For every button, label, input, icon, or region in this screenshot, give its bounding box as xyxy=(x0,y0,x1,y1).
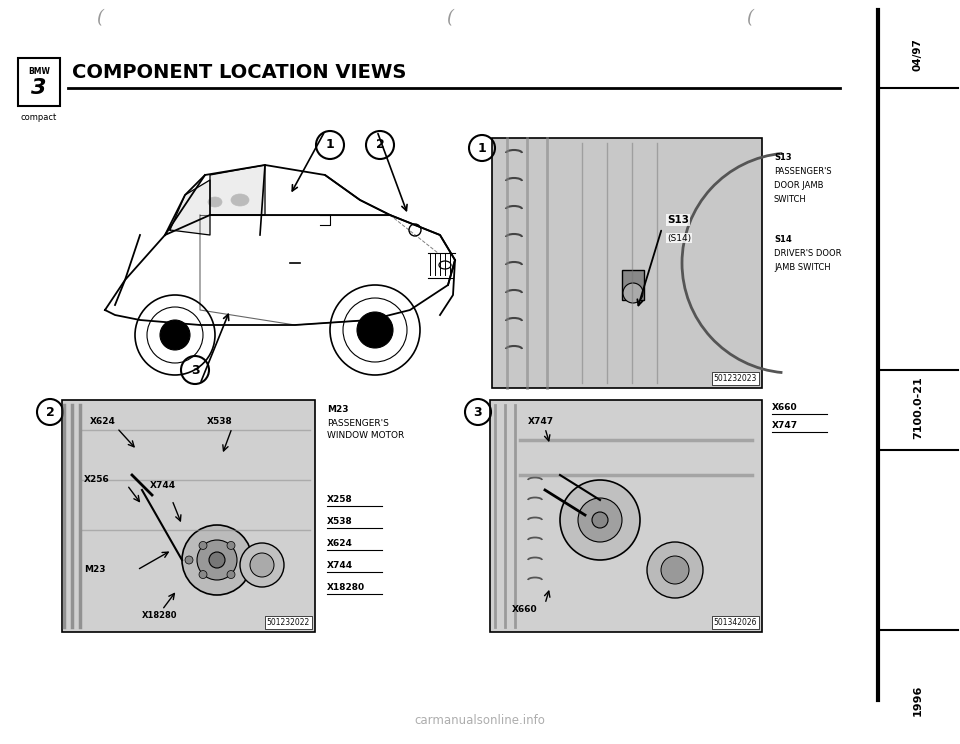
Text: 3: 3 xyxy=(473,405,482,418)
Text: (: ( xyxy=(97,9,104,27)
Circle shape xyxy=(160,320,190,350)
Polygon shape xyxy=(170,180,210,235)
Circle shape xyxy=(357,312,393,348)
Text: 1996: 1996 xyxy=(913,684,923,716)
Text: 04/97: 04/97 xyxy=(913,39,923,71)
Text: PASSENGER'S: PASSENGER'S xyxy=(774,167,831,176)
Circle shape xyxy=(227,542,235,550)
Circle shape xyxy=(661,556,689,584)
Text: SWITCH: SWITCH xyxy=(774,196,806,205)
Text: 3: 3 xyxy=(32,78,47,97)
Circle shape xyxy=(250,553,274,577)
Circle shape xyxy=(227,571,235,579)
Circle shape xyxy=(240,543,284,587)
Text: JAMB SWITCH: JAMB SWITCH xyxy=(774,263,830,272)
Text: S13: S13 xyxy=(774,153,792,162)
Text: compact: compact xyxy=(21,114,58,123)
Text: (: ( xyxy=(747,9,754,27)
Polygon shape xyxy=(210,165,265,215)
Circle shape xyxy=(241,556,249,564)
Circle shape xyxy=(182,525,252,595)
Text: 2: 2 xyxy=(46,405,55,418)
Text: X744: X744 xyxy=(327,562,353,571)
Circle shape xyxy=(578,498,622,542)
Text: X18280: X18280 xyxy=(142,611,178,620)
Text: COMPONENT LOCATION VIEWS: COMPONENT LOCATION VIEWS xyxy=(72,62,406,82)
Text: X538: X538 xyxy=(327,518,352,527)
Text: carmanualsonline.info: carmanualsonline.info xyxy=(415,713,545,726)
Bar xyxy=(62,400,315,632)
Circle shape xyxy=(197,540,237,580)
Bar xyxy=(490,400,762,632)
Text: X660: X660 xyxy=(772,403,798,412)
Text: (S14): (S14) xyxy=(667,234,691,243)
Text: BMW: BMW xyxy=(28,67,50,76)
Ellipse shape xyxy=(231,194,249,206)
Text: 501232023: 501232023 xyxy=(713,374,757,383)
Text: X660: X660 xyxy=(512,606,538,615)
Text: DOOR JAMB: DOOR JAMB xyxy=(774,182,824,190)
Text: X18280: X18280 xyxy=(327,583,365,592)
Text: X256: X256 xyxy=(84,475,109,484)
Text: X538: X538 xyxy=(207,417,232,426)
Text: X258: X258 xyxy=(327,496,352,504)
Circle shape xyxy=(199,542,207,550)
Circle shape xyxy=(647,542,703,598)
Bar xyxy=(18,58,60,106)
Circle shape xyxy=(623,283,643,303)
Text: 501342026: 501342026 xyxy=(713,618,757,627)
Circle shape xyxy=(592,512,608,528)
Ellipse shape xyxy=(208,197,222,207)
Text: PASSENGER'S: PASSENGER'S xyxy=(327,418,389,428)
Text: M23: M23 xyxy=(327,405,348,414)
Text: S14: S14 xyxy=(774,236,792,245)
Text: 501232022: 501232022 xyxy=(267,618,310,627)
Text: M23: M23 xyxy=(84,565,106,574)
Text: X624: X624 xyxy=(327,539,353,548)
Text: (: ( xyxy=(446,9,453,27)
Text: 1: 1 xyxy=(478,141,487,155)
Bar xyxy=(622,270,644,300)
Text: X624: X624 xyxy=(90,417,116,426)
Text: 7100.0-21: 7100.0-21 xyxy=(913,376,923,440)
Text: X747: X747 xyxy=(528,417,554,426)
Text: S13: S13 xyxy=(667,215,689,225)
Text: 3: 3 xyxy=(191,364,200,376)
Circle shape xyxy=(560,480,640,560)
Bar xyxy=(492,138,762,388)
Text: DRIVER'S DOOR: DRIVER'S DOOR xyxy=(774,249,842,258)
Text: WINDOW MOTOR: WINDOW MOTOR xyxy=(327,432,404,440)
Circle shape xyxy=(199,571,207,579)
Text: X744: X744 xyxy=(150,481,176,490)
Circle shape xyxy=(185,556,193,564)
Text: 2: 2 xyxy=(375,138,384,152)
Text: 1: 1 xyxy=(325,138,334,152)
Text: X747: X747 xyxy=(772,422,798,431)
Circle shape xyxy=(209,552,225,568)
